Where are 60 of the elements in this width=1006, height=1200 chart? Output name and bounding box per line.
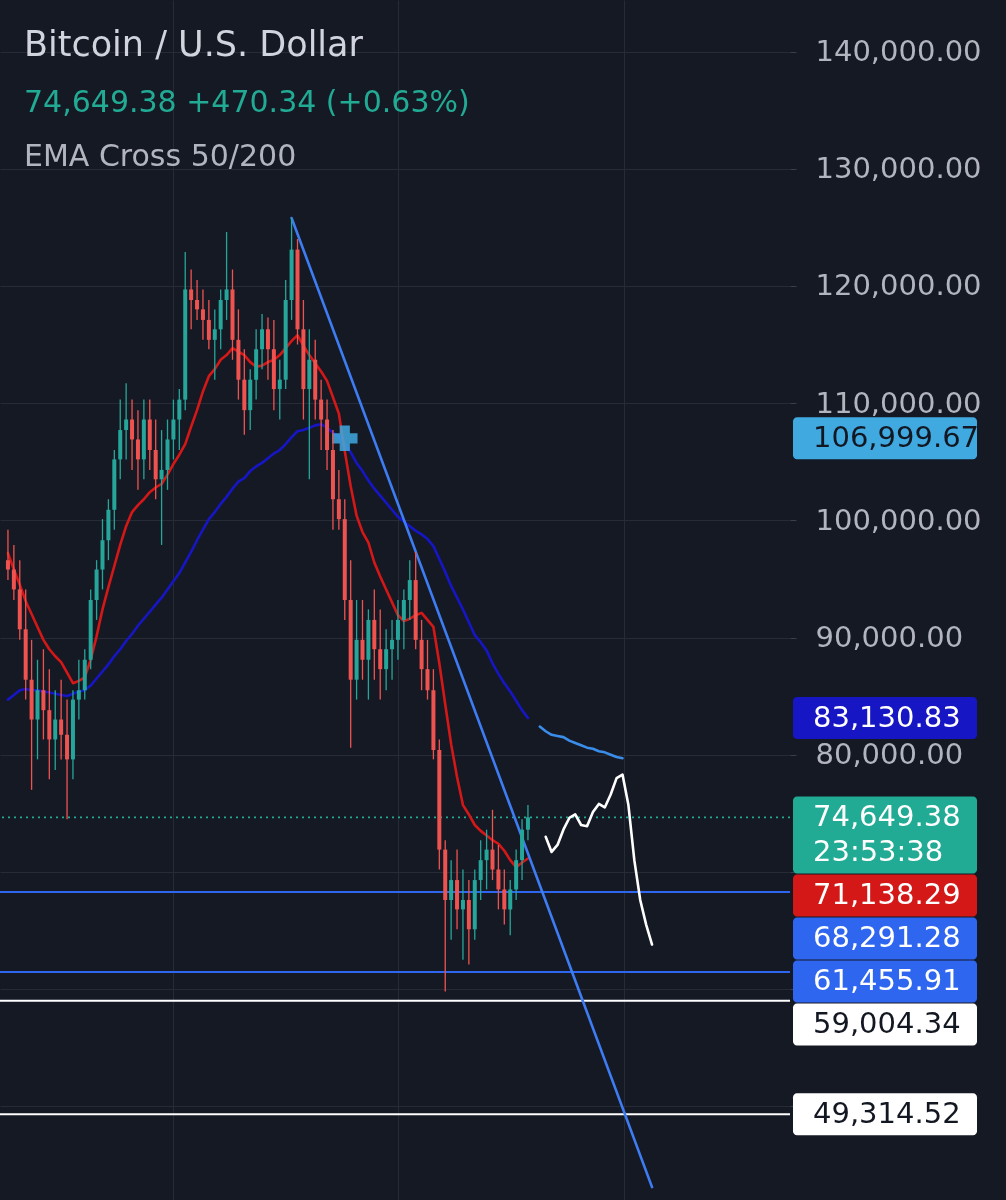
candlestick (478, 839, 483, 901)
candlestick (200, 288, 205, 341)
candlestick (425, 639, 430, 701)
candlestick (212, 308, 217, 381)
candlestick (265, 316, 270, 381)
candlestick (360, 599, 365, 681)
candlestick (508, 879, 513, 936)
text: 106,999.67 (813, 420, 980, 455)
y-tick-label: 120,000.00 (815, 268, 982, 303)
candlestick (135, 409, 140, 491)
candlestick (53, 689, 58, 771)
line-series (544, 773, 654, 946)
candlestick (378, 608, 383, 701)
line-series (6, 422, 530, 720)
candlestick (502, 868, 507, 926)
candlestick (490, 809, 495, 881)
candlestick (460, 868, 465, 961)
candlestick (224, 231, 229, 321)
candlestick (206, 299, 211, 350)
ref-line-label: 74,649.38 23:53:38 (813, 799, 961, 869)
candlestick (5, 529, 10, 581)
y-tick-label: 100,000.00 (815, 502, 982, 537)
candlestick (395, 599, 400, 661)
annotation: EMA Cross 50/200 (24, 138, 297, 173)
ref-line-label: 49,314.52 (813, 1096, 961, 1131)
candlestick (195, 279, 200, 321)
candlestick (449, 859, 454, 941)
y-tick-label: 130,000.00 (815, 151, 982, 186)
y-tick-label: 140,000.00 (815, 34, 982, 69)
candlestick (390, 619, 395, 681)
y-tick-label: 110,000.00 (815, 385, 982, 420)
candlestick (189, 268, 194, 330)
y-tick-label: 80,000.00 (815, 737, 964, 772)
candlestick (59, 679, 64, 761)
candlestick (171, 398, 176, 461)
candlestick (124, 382, 129, 461)
candlestick (384, 628, 389, 691)
text: 71,138.29 (813, 877, 961, 912)
candlestick (11, 544, 16, 601)
ref-line-label: 68,291.28 (813, 920, 961, 955)
candlestick (336, 469, 341, 531)
y-tick-label: 90,000.00 (815, 620, 964, 654)
candlestick (76, 659, 81, 721)
candlestick (401, 588, 406, 650)
candlestick (484, 829, 489, 891)
candlestick (159, 429, 164, 546)
text: 83,130.83 (813, 700, 961, 734)
line-series (538, 725, 624, 760)
text: 74,649.38 +470.34 (+0.63%) (24, 84, 470, 119)
candlestick (407, 559, 412, 621)
ref-line-label: 59,004.34 (813, 1006, 961, 1041)
candlestick (277, 359, 282, 421)
candlestick (177, 388, 182, 451)
candlestick (260, 313, 265, 370)
ref-line-label: 61,455.91 (813, 963, 961, 998)
candlestick (130, 398, 135, 471)
candlestick (496, 844, 501, 911)
candlestick (319, 379, 324, 451)
text: Bitcoin / U.S. Dollar (24, 24, 364, 64)
candlestick (41, 648, 46, 741)
